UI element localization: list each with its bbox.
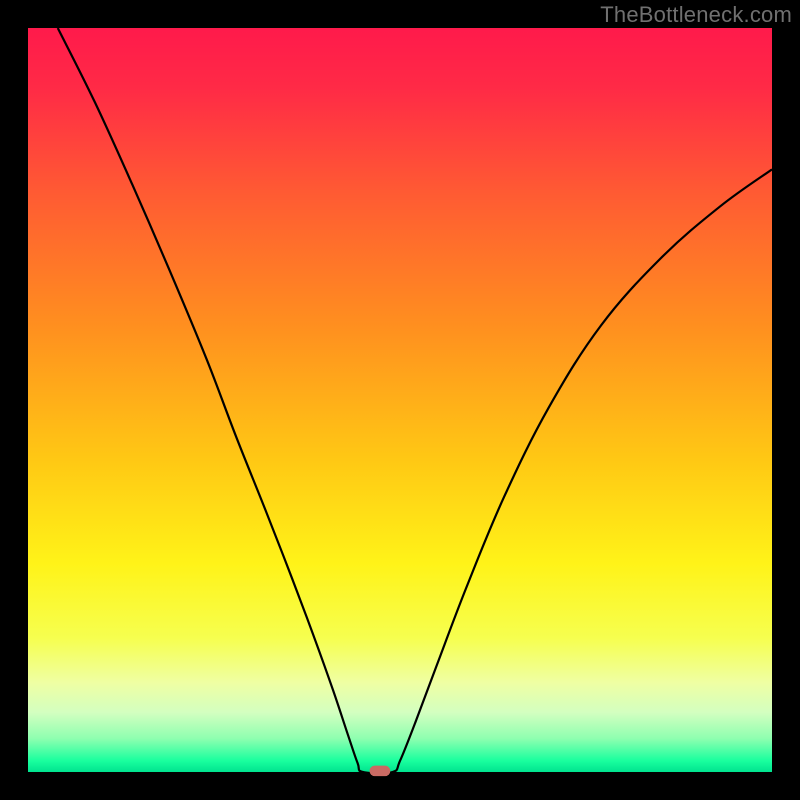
optimum-marker <box>369 766 390 776</box>
watermark-text: TheBottleneck.com <box>600 2 792 28</box>
chart-container: TheBottleneck.com <box>0 0 800 800</box>
bottleneck-chart <box>0 0 800 800</box>
plot-background <box>28 28 772 772</box>
